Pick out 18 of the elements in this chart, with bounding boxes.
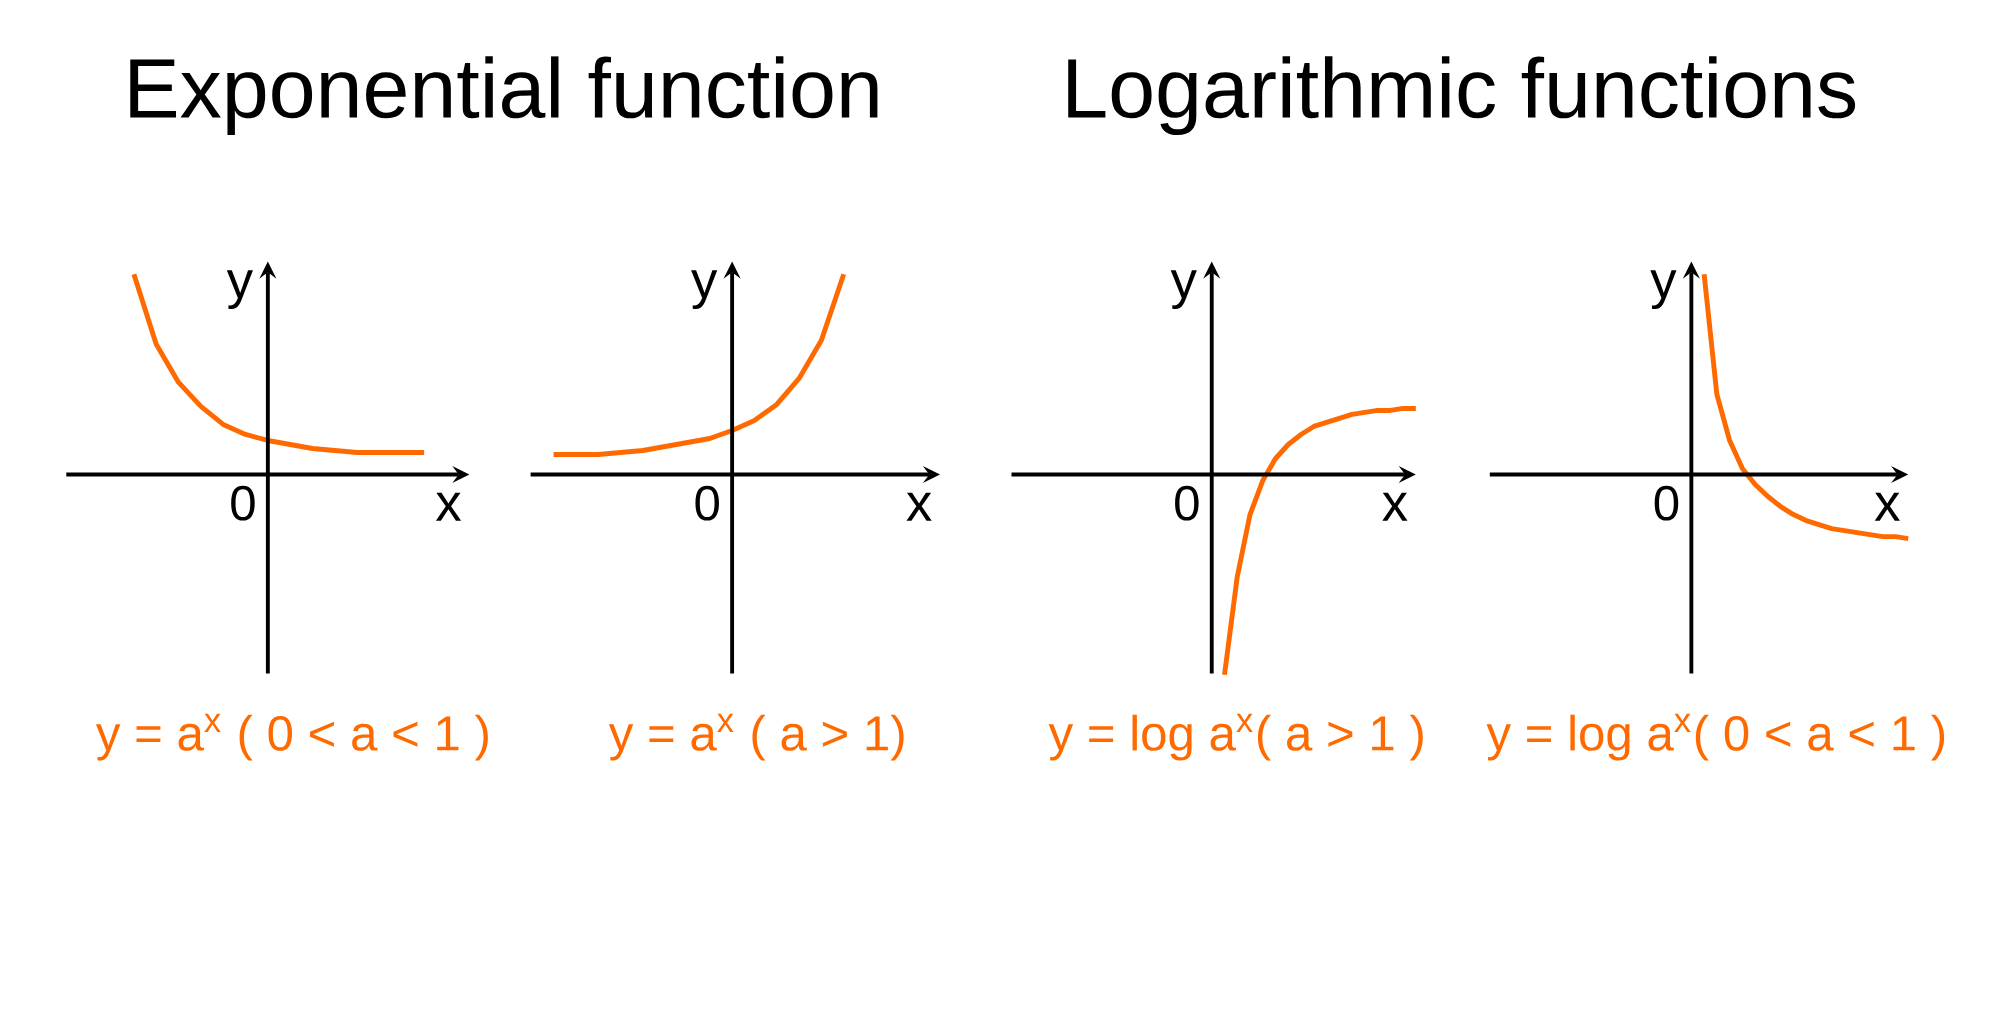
y-axis-title: y — [1650, 270, 1677, 309]
text: 0 — [1654, 485, 1679, 521]
text: y = log a$^{x}$( 0 < a < 1 ) — [1486, 713, 1945, 761]
text: 0 — [695, 485, 719, 521]
x-axis-title: x — [906, 492, 932, 521]
y-axis-title: y — [1170, 270, 1197, 309]
text: y = a$^{x}$ ( a > 1) — [608, 713, 904, 761]
text: y = log a$^{x}$( a > 1 ) — [1048, 713, 1423, 761]
text: y = a$^{x}$ ( 0 < a < 1 ) — [95, 713, 488, 761]
text: 0 — [1175, 485, 1199, 521]
text: 0 — [231, 485, 255, 521]
chart-title: Logarithmic functions — [1068, 56, 1856, 136]
x-axis-title: x — [435, 492, 462, 521]
y-axis-title: y — [226, 270, 253, 309]
x-axis-title: x — [1874, 492, 1900, 521]
chart-title: Exponential function — [130, 56, 878, 136]
x-axis-title: x — [1382, 492, 1408, 521]
y-axis-title: y — [691, 270, 718, 309]
